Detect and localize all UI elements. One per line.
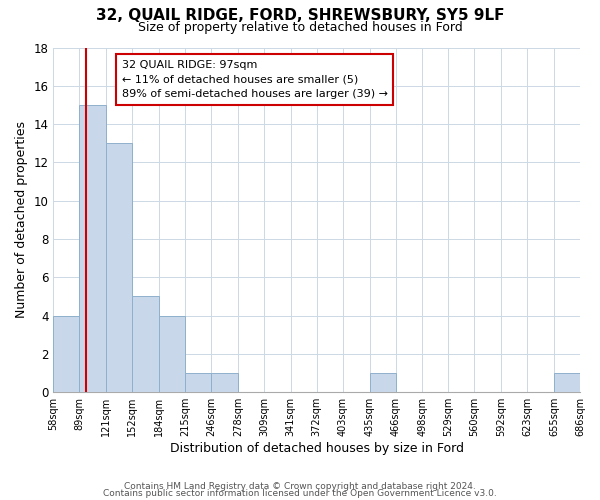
Text: 32, QUAIL RIDGE, FORD, SHREWSBURY, SY5 9LF: 32, QUAIL RIDGE, FORD, SHREWSBURY, SY5 9… <box>96 8 504 22</box>
Bar <box>79 105 106 392</box>
Bar <box>106 144 132 392</box>
Bar <box>53 316 79 392</box>
Bar <box>185 373 211 392</box>
Text: Contains public sector information licensed under the Open Government Licence v3: Contains public sector information licen… <box>103 490 497 498</box>
Text: Contains HM Land Registry data © Crown copyright and database right 2024.: Contains HM Land Registry data © Crown c… <box>124 482 476 491</box>
Y-axis label: Number of detached properties: Number of detached properties <box>15 122 28 318</box>
X-axis label: Distribution of detached houses by size in Ford: Distribution of detached houses by size … <box>170 442 464 455</box>
Bar <box>159 316 185 392</box>
Bar <box>370 373 395 392</box>
Bar <box>211 373 238 392</box>
Bar <box>554 373 580 392</box>
Bar <box>132 296 159 392</box>
Text: Size of property relative to detached houses in Ford: Size of property relative to detached ho… <box>137 21 463 34</box>
Text: 32 QUAIL RIDGE: 97sqm
← 11% of detached houses are smaller (5)
89% of semi-detac: 32 QUAIL RIDGE: 97sqm ← 11% of detached … <box>122 60 388 99</box>
